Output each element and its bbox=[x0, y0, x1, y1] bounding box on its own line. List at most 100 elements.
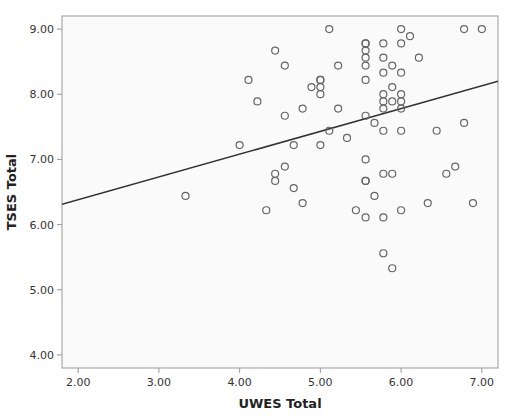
scatter-point bbox=[362, 54, 369, 61]
scatter-point bbox=[398, 207, 405, 214]
scatter-point bbox=[245, 76, 252, 83]
y-tick-label: 9.00 bbox=[30, 23, 55, 36]
scatter-point bbox=[398, 40, 405, 47]
y-tick-label: 5.00 bbox=[30, 284, 55, 297]
scatter-point bbox=[362, 62, 369, 69]
scatter-point bbox=[317, 142, 324, 149]
scatter-point bbox=[389, 170, 396, 177]
scatter-point bbox=[281, 112, 288, 119]
scatter-point bbox=[469, 200, 476, 207]
x-tick-label: 6.00 bbox=[389, 376, 414, 389]
scatter-point bbox=[452, 163, 459, 170]
scatter-point bbox=[344, 134, 351, 141]
scatter-point bbox=[380, 105, 387, 112]
scatter-point bbox=[398, 26, 405, 33]
scatter-point bbox=[424, 200, 431, 207]
scatter-point bbox=[362, 112, 369, 119]
regression-line bbox=[62, 81, 498, 204]
scatter-point bbox=[398, 69, 405, 76]
scatter-point bbox=[317, 76, 324, 83]
scatter-point bbox=[317, 76, 324, 83]
y-tick bbox=[57, 224, 62, 225]
scatter-point bbox=[236, 142, 243, 149]
y-tick-label: 7.00 bbox=[30, 153, 55, 166]
x-tick bbox=[158, 368, 159, 373]
scatter-point bbox=[308, 84, 315, 91]
x-tick bbox=[481, 368, 482, 373]
y-axis-label: TSES Total bbox=[4, 154, 19, 231]
scatter-point bbox=[380, 91, 387, 98]
y-tick bbox=[57, 94, 62, 95]
scatter-point bbox=[371, 119, 378, 126]
scatter-point bbox=[380, 250, 387, 257]
scatter-point bbox=[272, 177, 279, 184]
x-axis-label: UWES Total bbox=[238, 396, 321, 411]
scatter-point bbox=[254, 98, 261, 105]
x-tick-label: 4.00 bbox=[227, 376, 252, 389]
scatter-point bbox=[352, 207, 359, 214]
scatter-point bbox=[380, 69, 387, 76]
x-tick bbox=[78, 368, 79, 373]
scatter-point bbox=[433, 127, 440, 134]
scatter-point bbox=[380, 54, 387, 61]
scatter-point bbox=[362, 214, 369, 221]
x-tick bbox=[401, 368, 402, 373]
scatter-point bbox=[389, 98, 396, 105]
scatter-point bbox=[362, 76, 369, 83]
scatter-point bbox=[281, 163, 288, 170]
scatter-point bbox=[362, 177, 369, 184]
x-tick-label: 7.00 bbox=[470, 376, 495, 389]
scatter-point bbox=[272, 47, 279, 54]
chart: 2.00 3.00 4.00 5.00 6.00 7.00 4.00 5.00 6.00 7.00… bbox=[0, 0, 514, 420]
scatter-point bbox=[263, 207, 270, 214]
scatter-point bbox=[389, 62, 396, 69]
scatter-point bbox=[415, 54, 422, 61]
scatter-point bbox=[380, 127, 387, 134]
y-tick-label: 4.00 bbox=[30, 349, 55, 362]
scatter-point bbox=[362, 156, 369, 163]
scatter-point bbox=[290, 142, 297, 149]
y-tick bbox=[57, 159, 62, 160]
scatter-point bbox=[326, 127, 333, 134]
scatter-point bbox=[362, 40, 369, 47]
scatter-point bbox=[380, 170, 387, 177]
scatter-point bbox=[362, 47, 369, 54]
y-tick bbox=[57, 354, 62, 355]
scatter-point bbox=[380, 40, 387, 47]
scatter-point bbox=[371, 192, 378, 199]
scatter-point bbox=[461, 26, 468, 33]
x-tick-label: 5.00 bbox=[308, 376, 333, 389]
scatter-point bbox=[335, 105, 342, 112]
scatter-point bbox=[461, 119, 468, 126]
scatter-point bbox=[335, 62, 342, 69]
y-tick bbox=[57, 29, 62, 30]
scatter-point bbox=[299, 200, 306, 207]
x-tick bbox=[239, 368, 240, 373]
x-tick bbox=[320, 368, 321, 373]
scatter-point bbox=[380, 214, 387, 221]
scatter-point bbox=[272, 170, 279, 177]
scatter-point bbox=[290, 185, 297, 192]
scatter-point bbox=[299, 105, 306, 112]
scatter-point bbox=[182, 192, 189, 199]
plot-area bbox=[62, 26, 498, 272]
x-tick-label: 3.00 bbox=[147, 376, 172, 389]
scatter-point bbox=[406, 33, 413, 40]
scatter-point bbox=[317, 91, 324, 98]
scatter-point bbox=[362, 40, 369, 47]
scatter-point bbox=[398, 127, 405, 134]
y-tick bbox=[57, 289, 62, 290]
scatter-point bbox=[398, 98, 405, 105]
scatter-point bbox=[398, 105, 405, 112]
scatter-point bbox=[389, 265, 396, 272]
plot-background bbox=[62, 16, 498, 368]
scatter-point bbox=[380, 98, 387, 105]
scatter-point bbox=[326, 26, 333, 33]
plot-frame bbox=[62, 16, 498, 368]
y-tick-label: 6.00 bbox=[30, 219, 55, 232]
x-tick-label: 2.00 bbox=[66, 376, 91, 389]
scatter-point bbox=[317, 84, 324, 91]
y-tick-label: 8.00 bbox=[30, 88, 55, 101]
scatter-point bbox=[398, 91, 405, 98]
scatter-point bbox=[389, 84, 396, 91]
